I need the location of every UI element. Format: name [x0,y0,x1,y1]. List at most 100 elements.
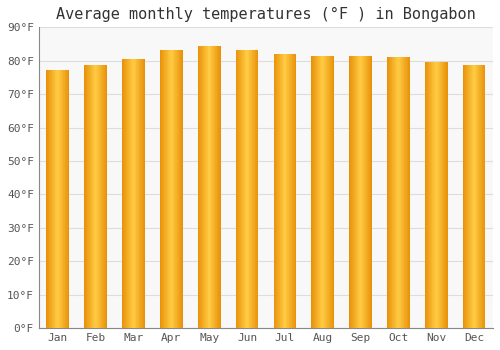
Bar [481,65,482,328]
Bar [54,70,56,328]
Bar [248,50,250,328]
Bar [399,57,400,328]
Bar [254,50,256,328]
Bar [435,62,436,328]
Bar [216,46,218,328]
Bar [201,46,202,328]
Bar [408,57,409,328]
Bar [403,57,404,328]
Bar [397,57,398,328]
Bar [52,70,53,328]
Bar [123,59,124,328]
Bar [314,56,315,328]
Bar [46,70,47,328]
Bar [122,59,123,328]
Bar [471,65,472,328]
Bar [91,65,92,328]
Bar [243,50,244,328]
Bar [276,54,278,328]
Bar [329,56,330,328]
Bar [464,65,465,328]
Bar [360,56,362,328]
Bar [250,50,251,328]
Bar [291,54,292,328]
Bar [179,50,180,328]
Bar [208,46,209,328]
Bar [440,62,441,328]
Bar [392,57,393,328]
Title: Average monthly temperatures (°F ) in Bongabon: Average monthly temperatures (°F ) in Bo… [56,7,476,22]
Bar [366,56,368,328]
Bar [480,65,481,328]
Bar [88,65,89,328]
Bar [292,54,293,328]
Bar [465,65,466,328]
Bar [174,50,175,328]
Bar [126,59,128,328]
Bar [396,57,397,328]
Bar [135,59,136,328]
Bar [274,54,275,328]
Bar [207,46,208,328]
Bar [63,70,64,328]
Bar [104,65,106,328]
Bar [470,65,471,328]
Bar [165,50,166,328]
Bar [85,65,86,328]
Bar [96,65,97,328]
Bar [357,56,358,328]
Bar [290,54,291,328]
Bar [330,56,331,328]
Bar [280,54,281,328]
Bar [97,65,98,328]
Bar [236,50,237,328]
Bar [53,70,54,328]
Bar [237,50,238,328]
Bar [90,65,91,328]
Bar [437,62,438,328]
Bar [282,54,284,328]
Bar [51,70,52,328]
Bar [206,46,207,328]
Bar [213,46,214,328]
Bar [131,59,132,328]
Bar [319,56,320,328]
Bar [398,57,399,328]
Bar [59,70,60,328]
Bar [219,46,220,328]
Bar [286,54,287,328]
Bar [66,70,67,328]
Bar [321,56,322,328]
Bar [164,50,165,328]
Bar [215,46,216,328]
Bar [166,50,167,328]
Bar [200,46,201,328]
Bar [353,56,354,328]
Bar [324,56,325,328]
Bar [393,57,394,328]
Bar [144,59,145,328]
Bar [253,50,254,328]
Bar [474,65,475,328]
Bar [362,56,363,328]
Bar [484,65,486,328]
Bar [287,54,288,328]
Bar [446,62,447,328]
Bar [316,56,318,328]
Bar [241,50,242,328]
Bar [350,56,352,328]
Bar [257,50,258,328]
Bar [332,56,334,328]
Bar [198,46,200,328]
Bar [92,65,94,328]
Bar [390,57,391,328]
Bar [285,54,286,328]
Bar [172,50,173,328]
Bar [447,62,448,328]
Bar [281,54,282,328]
Bar [138,59,140,328]
Bar [67,70,68,328]
Bar [94,65,95,328]
Bar [430,62,431,328]
Bar [48,70,50,328]
